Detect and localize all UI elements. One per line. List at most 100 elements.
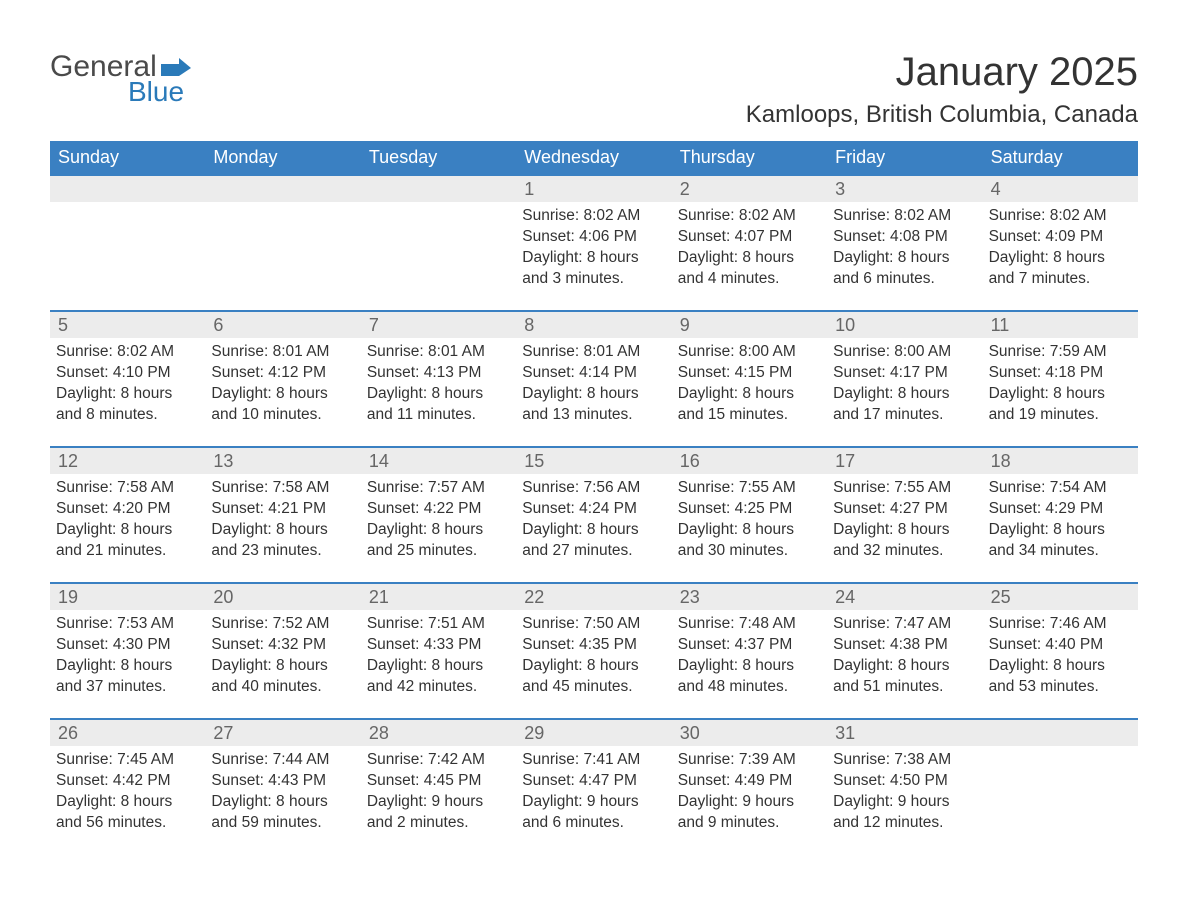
calendar-cell: 2Sunrise: 8:02 AMSunset: 4:07 PMDaylight… bbox=[672, 176, 827, 304]
sunset-line: Sunset: 4:27 PM bbox=[833, 499, 976, 520]
sunset-line: Sunset: 4:22 PM bbox=[367, 499, 510, 520]
sunrise-line: Sunrise: 7:39 AM bbox=[678, 750, 821, 771]
sunset-line: Sunset: 4:47 PM bbox=[522, 771, 665, 792]
daylight-line: Daylight: 9 hours and 12 minutes. bbox=[833, 792, 976, 834]
sunrise-line: Sunrise: 7:46 AM bbox=[989, 614, 1132, 635]
cell-body: Sunrise: 7:55 AMSunset: 4:25 PMDaylight:… bbox=[672, 474, 827, 562]
day-number: 22 bbox=[516, 584, 671, 610]
week-row: 26Sunrise: 7:45 AMSunset: 4:42 PMDayligh… bbox=[50, 718, 1138, 848]
sunrise-line: Sunrise: 8:02 AM bbox=[833, 206, 976, 227]
cell-body: Sunrise: 7:50 AMSunset: 4:35 PMDaylight:… bbox=[516, 610, 671, 698]
daylight-line: Daylight: 8 hours and 25 minutes. bbox=[367, 520, 510, 562]
week-row: 1Sunrise: 8:02 AMSunset: 4:06 PMDaylight… bbox=[50, 174, 1138, 304]
cell-body: Sunrise: 8:02 AMSunset: 4:08 PMDaylight:… bbox=[827, 202, 982, 290]
month-title: January 2025 bbox=[746, 50, 1138, 95]
day-number bbox=[361, 176, 516, 202]
day-header: Monday bbox=[205, 141, 360, 174]
calendar-cell: 3Sunrise: 8:02 AMSunset: 4:08 PMDaylight… bbox=[827, 176, 982, 304]
daylight-line: Daylight: 8 hours and 59 minutes. bbox=[211, 792, 354, 834]
sunrise-line: Sunrise: 8:02 AM bbox=[56, 342, 199, 363]
day-number: 9 bbox=[672, 312, 827, 338]
calendar-cell: 31Sunrise: 7:38 AMSunset: 4:50 PMDayligh… bbox=[827, 720, 982, 848]
day-number: 7 bbox=[361, 312, 516, 338]
day-number: 12 bbox=[50, 448, 205, 474]
day-header: Wednesday bbox=[516, 141, 671, 174]
sunset-line: Sunset: 4:07 PM bbox=[678, 227, 821, 248]
day-number: 15 bbox=[516, 448, 671, 474]
cell-body: Sunrise: 7:51 AMSunset: 4:33 PMDaylight:… bbox=[361, 610, 516, 698]
sunrise-line: Sunrise: 7:44 AM bbox=[211, 750, 354, 771]
cell-body: Sunrise: 7:45 AMSunset: 4:42 PMDaylight:… bbox=[50, 746, 205, 834]
calendar-cell: 1Sunrise: 8:02 AMSunset: 4:06 PMDaylight… bbox=[516, 176, 671, 304]
sunrise-line: Sunrise: 8:02 AM bbox=[522, 206, 665, 227]
sunset-line: Sunset: 4:37 PM bbox=[678, 635, 821, 656]
cell-body: Sunrise: 7:41 AMSunset: 4:47 PMDaylight:… bbox=[516, 746, 671, 834]
day-number: 6 bbox=[205, 312, 360, 338]
sunset-line: Sunset: 4:09 PM bbox=[989, 227, 1132, 248]
cell-body: Sunrise: 8:02 AMSunset: 4:09 PMDaylight:… bbox=[983, 202, 1138, 290]
sunset-line: Sunset: 4:38 PM bbox=[833, 635, 976, 656]
cell-body: Sunrise: 8:01 AMSunset: 4:14 PMDaylight:… bbox=[516, 338, 671, 426]
daylight-line: Daylight: 8 hours and 48 minutes. bbox=[678, 656, 821, 698]
daylight-line: Daylight: 8 hours and 53 minutes. bbox=[989, 656, 1132, 698]
sunset-line: Sunset: 4:49 PM bbox=[678, 771, 821, 792]
day-number: 26 bbox=[50, 720, 205, 746]
day-number: 5 bbox=[50, 312, 205, 338]
daylight-line: Daylight: 8 hours and 19 minutes. bbox=[989, 384, 1132, 426]
daylight-line: Daylight: 8 hours and 34 minutes. bbox=[989, 520, 1132, 562]
sunrise-line: Sunrise: 7:53 AM bbox=[56, 614, 199, 635]
cell-body: Sunrise: 7:58 AMSunset: 4:21 PMDaylight:… bbox=[205, 474, 360, 562]
calendar-cell: 16Sunrise: 7:55 AMSunset: 4:25 PMDayligh… bbox=[672, 448, 827, 576]
cell-body: Sunrise: 7:46 AMSunset: 4:40 PMDaylight:… bbox=[983, 610, 1138, 698]
day-number: 24 bbox=[827, 584, 982, 610]
day-number: 25 bbox=[983, 584, 1138, 610]
cell-body: Sunrise: 7:39 AMSunset: 4:49 PMDaylight:… bbox=[672, 746, 827, 834]
cell-body: Sunrise: 7:58 AMSunset: 4:20 PMDaylight:… bbox=[50, 474, 205, 562]
header: General Blue January 2025 Kamloops, Brit… bbox=[50, 50, 1138, 129]
sunset-line: Sunset: 4:45 PM bbox=[367, 771, 510, 792]
calendar-cell: 24Sunrise: 7:47 AMSunset: 4:38 PMDayligh… bbox=[827, 584, 982, 712]
sunset-line: Sunset: 4:20 PM bbox=[56, 499, 199, 520]
calendar-cell: 22Sunrise: 7:50 AMSunset: 4:35 PMDayligh… bbox=[516, 584, 671, 712]
daylight-line: Daylight: 8 hours and 17 minutes. bbox=[833, 384, 976, 426]
daylight-line: Daylight: 8 hours and 32 minutes. bbox=[833, 520, 976, 562]
sunrise-line: Sunrise: 7:38 AM bbox=[833, 750, 976, 771]
cell-body: Sunrise: 7:38 AMSunset: 4:50 PMDaylight:… bbox=[827, 746, 982, 834]
daylight-line: Daylight: 8 hours and 42 minutes. bbox=[367, 656, 510, 698]
calendar-cell: 8Sunrise: 8:01 AMSunset: 4:14 PMDaylight… bbox=[516, 312, 671, 440]
daylight-line: Daylight: 8 hours and 6 minutes. bbox=[833, 248, 976, 290]
sunset-line: Sunset: 4:50 PM bbox=[833, 771, 976, 792]
calendar-cell: 9Sunrise: 8:00 AMSunset: 4:15 PMDaylight… bbox=[672, 312, 827, 440]
day-number: 10 bbox=[827, 312, 982, 338]
day-number: 20 bbox=[205, 584, 360, 610]
cell-body: Sunrise: 8:02 AMSunset: 4:06 PMDaylight:… bbox=[516, 202, 671, 290]
cell-body: Sunrise: 7:55 AMSunset: 4:27 PMDaylight:… bbox=[827, 474, 982, 562]
sunset-line: Sunset: 4:29 PM bbox=[989, 499, 1132, 520]
day-number: 3 bbox=[827, 176, 982, 202]
sunrise-line: Sunrise: 7:57 AM bbox=[367, 478, 510, 499]
sunset-line: Sunset: 4:25 PM bbox=[678, 499, 821, 520]
daylight-line: Daylight: 8 hours and 4 minutes. bbox=[678, 248, 821, 290]
day-header: Thursday bbox=[672, 141, 827, 174]
sunset-line: Sunset: 4:33 PM bbox=[367, 635, 510, 656]
cell-body: Sunrise: 7:53 AMSunset: 4:30 PMDaylight:… bbox=[50, 610, 205, 698]
calendar-cell: 11Sunrise: 7:59 AMSunset: 4:18 PMDayligh… bbox=[983, 312, 1138, 440]
day-number: 8 bbox=[516, 312, 671, 338]
sunrise-line: Sunrise: 8:00 AM bbox=[678, 342, 821, 363]
calendar-cell: 18Sunrise: 7:54 AMSunset: 4:29 PMDayligh… bbox=[983, 448, 1138, 576]
location: Kamloops, British Columbia, Canada bbox=[746, 101, 1138, 129]
cell-body: Sunrise: 7:44 AMSunset: 4:43 PMDaylight:… bbox=[205, 746, 360, 834]
sunset-line: Sunset: 4:32 PM bbox=[211, 635, 354, 656]
calendar-cell: 5Sunrise: 8:02 AMSunset: 4:10 PMDaylight… bbox=[50, 312, 205, 440]
calendar-cell: 6Sunrise: 8:01 AMSunset: 4:12 PMDaylight… bbox=[205, 312, 360, 440]
day-number bbox=[205, 176, 360, 202]
daylight-line: Daylight: 8 hours and 30 minutes. bbox=[678, 520, 821, 562]
day-number: 23 bbox=[672, 584, 827, 610]
daylight-line: Daylight: 8 hours and 13 minutes. bbox=[522, 384, 665, 426]
sunset-line: Sunset: 4:24 PM bbox=[522, 499, 665, 520]
sunset-line: Sunset: 4:06 PM bbox=[522, 227, 665, 248]
cell-body: Sunrise: 7:59 AMSunset: 4:18 PMDaylight:… bbox=[983, 338, 1138, 426]
sunset-line: Sunset: 4:43 PM bbox=[211, 771, 354, 792]
sunset-line: Sunset: 4:40 PM bbox=[989, 635, 1132, 656]
day-number: 30 bbox=[672, 720, 827, 746]
